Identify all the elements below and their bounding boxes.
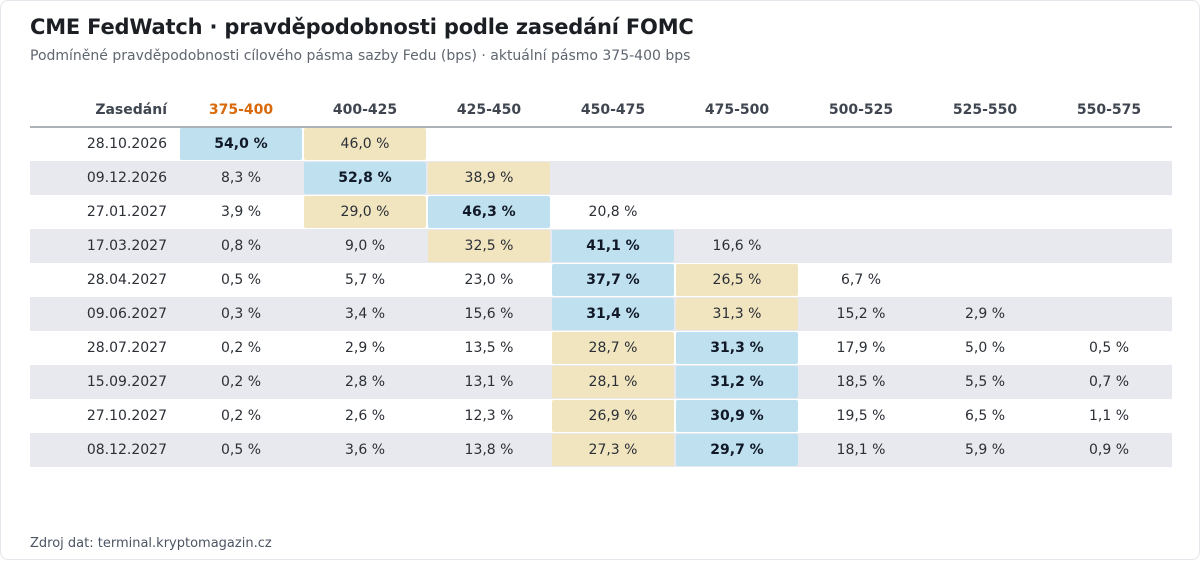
probability-cell: 13,1 %	[464, 374, 514, 390]
probability-cell: 13,5 %	[464, 340, 514, 356]
probability-cell: 30,9 %	[676, 400, 798, 432]
probability-cell: 26,9 %	[552, 400, 674, 432]
probability-cell: 29,0 %	[304, 196, 426, 228]
column-header-400-425: 400-425	[332, 102, 398, 118]
probability-cell: 52,8 %	[304, 162, 426, 194]
probability-cell: 0,2 %	[220, 408, 262, 424]
probability-cell: 28,7 %	[552, 332, 674, 364]
meeting-date: 08.12.2027	[86, 442, 167, 458]
probability-cell: 38,9 %	[428, 162, 550, 194]
probability-cell: 31,3 %	[676, 298, 798, 330]
table-row-background	[30, 161, 1172, 195]
probability-cell: 46,0 %	[304, 128, 426, 160]
meeting-date: 28.07.2027	[86, 340, 167, 356]
column-header-450-475: 450-475	[580, 102, 646, 118]
probability-cell: 9,0 %	[344, 238, 386, 254]
probability-cell: 31,3 %	[676, 332, 798, 364]
meeting-date: 28.04.2027	[86, 272, 167, 288]
probability-cell: 0,8 %	[220, 238, 262, 254]
column-header-500-525: 500-525	[828, 102, 894, 118]
probability-cell: 3,9 %	[220, 204, 262, 220]
header-rule	[30, 126, 1172, 128]
column-header-375-400: 375-400	[208, 102, 274, 118]
probability-cell: 23,0 %	[464, 272, 514, 288]
probability-cell: 18,5 %	[836, 374, 886, 390]
probability-cell: 1,1 %	[1088, 408, 1130, 424]
probability-cell: 31,2 %	[676, 366, 798, 398]
probability-cell: 41,1 %	[552, 230, 674, 262]
meeting-date: 27.01.2027	[86, 204, 167, 220]
probability-cell: 6,5 %	[964, 408, 1006, 424]
probability-cell: 0,7 %	[1088, 374, 1130, 390]
probability-cell: 19,5 %	[836, 408, 886, 424]
probability-cell: 28,1 %	[552, 366, 674, 398]
meeting-date: 17.03.2027	[86, 238, 167, 254]
probability-cell: 6,7 %	[840, 272, 882, 288]
probability-cell: 5,7 %	[344, 272, 386, 288]
probability-cell: 15,2 %	[836, 306, 886, 322]
column-header-475-500: 475-500	[704, 102, 770, 118]
probability-cell: 12,3 %	[464, 408, 514, 424]
probability-cell: 20,8 %	[588, 204, 638, 220]
probability-cell: 16,6 %	[712, 238, 762, 254]
meeting-date: 09.12.2026	[86, 170, 167, 186]
probability-cell: 31,4 %	[552, 298, 674, 330]
probability-cell: 27,3 %	[552, 434, 674, 466]
probability-cell: 0,3 %	[220, 306, 262, 322]
probability-cell: 18,1 %	[836, 442, 886, 458]
probability-cell: 13,8 %	[464, 442, 514, 458]
probability-cell: 3,6 %	[344, 442, 386, 458]
meeting-date: 27.10.2027	[86, 408, 167, 424]
probability-cell: 0,5 %	[220, 442, 262, 458]
chart-subtitle: Podmíněné pravděpodobnosti cílového pásm…	[30, 48, 691, 64]
probability-cell: 5,0 %	[964, 340, 1006, 356]
probability-cell: 5,5 %	[964, 374, 1006, 390]
probability-cell: 26,5 %	[676, 264, 798, 296]
probability-cell: 0,9 %	[1088, 442, 1130, 458]
probability-cell: 29,7 %	[676, 434, 798, 466]
probability-cell: 0,5 %	[220, 272, 262, 288]
probability-cell: 17,9 %	[836, 340, 886, 356]
data-source-note: Zdroj dat: terminal.kryptomagazin.cz	[30, 536, 272, 551]
probability-cell: 37,7 %	[552, 264, 674, 296]
row-header-label: Zasedání	[95, 102, 167, 118]
probability-cell: 46,3 %	[428, 196, 550, 228]
column-header-550-575: 550-575	[1076, 102, 1142, 118]
probability-cell: 0,2 %	[220, 340, 262, 356]
probability-cell: 5,9 %	[964, 442, 1006, 458]
probability-cell: 0,2 %	[220, 374, 262, 390]
meeting-date: 09.06.2027	[86, 306, 167, 322]
meeting-date: 28.10.2026	[86, 136, 167, 152]
probability-cell: 54,0 %	[180, 128, 302, 160]
column-header-425-450: 425-450	[456, 102, 522, 118]
probability-cell: 32,5 %	[428, 230, 550, 262]
probability-cell: 2,9 %	[344, 340, 386, 356]
column-header-525-550: 525-550	[952, 102, 1018, 118]
probability-cell: 2,9 %	[964, 306, 1006, 322]
probability-cell: 2,6 %	[344, 408, 386, 424]
probability-cell: 2,8 %	[344, 374, 386, 390]
probability-cell: 15,6 %	[464, 306, 514, 322]
probability-cell: 0,5 %	[1088, 340, 1130, 356]
probability-cell: 3,4 %	[344, 306, 386, 322]
meeting-date: 15.09.2027	[86, 374, 167, 390]
probability-cell: 8,3 %	[220, 170, 262, 186]
chart-title: CME FedWatch · pravděpodobnosti podle za…	[30, 15, 694, 39]
